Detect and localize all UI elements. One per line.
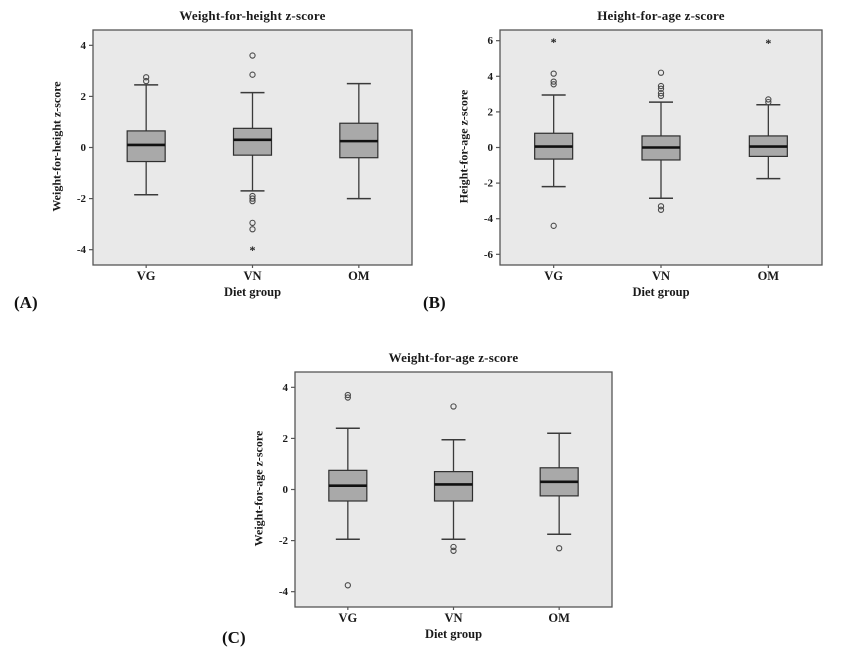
x-axis-label: Diet group [632, 285, 690, 299]
panel-label-a: (A) [14, 293, 38, 312]
outlier-point [657, 85, 665, 92]
outlier-point [450, 543, 457, 551]
outlier-point [657, 82, 665, 90]
chart-title: Weight-for-height z-score [179, 8, 326, 23]
outlier-point [249, 197, 256, 205]
extreme-point: * [551, 35, 557, 49]
outlier-point [249, 219, 256, 227]
category-label: OM [758, 269, 780, 283]
category-label: OM [348, 269, 370, 283]
y-tick-label: 0 [81, 142, 87, 154]
y-axis-label: Height-for-age z-score [456, 89, 471, 203]
outlier-point [657, 206, 665, 213]
outlier-point [249, 226, 256, 233]
outlier-point [657, 90, 665, 97]
outlier-point [344, 391, 351, 399]
y-tick-label: 0 [283, 484, 289, 496]
category-label: VN [652, 269, 670, 283]
outlier-point [550, 78, 557, 85]
y-tick-label: 4 [488, 71, 494, 83]
outlier-point [550, 81, 557, 88]
outlier-point [450, 547, 457, 554]
panel-height-for-age: -6 -4 -2 0 2 4 6 VG * VN OM * Height-for-age z-scor… [421, 0, 842, 330]
outlier-point [657, 69, 665, 76]
y-tick-label: 2 [283, 433, 289, 445]
outlier-point [657, 92, 665, 100]
outlier-point [550, 70, 557, 77]
category-label: OM [548, 611, 570, 625]
category-label: VG [137, 269, 156, 283]
y-tick-label: 0 [488, 142, 494, 154]
boxplot-weight-for-height: -4 -2 0 2 4 VG VN * OM [77, 29, 413, 283]
panel-weight-for-age: -4 -2 0 2 4 VG VN OM Weight-for-age z-score Wei… [210, 330, 631, 671]
outlier-point [143, 74, 150, 81]
category-label: VG [338, 611, 357, 625]
y-tick-label: 4 [81, 40, 87, 52]
outlier-point [344, 394, 351, 401]
box-VN [232, 127, 273, 156]
outlier-point [249, 71, 256, 78]
y-tick-label: 2 [488, 106, 494, 118]
extreme-point: * [765, 36, 771, 50]
y-tick-label: 6 [488, 35, 494, 47]
boxplot-height-for-age: -6 -4 -2 0 2 4 6 VG * VN OM * [484, 29, 823, 283]
y-tick-label: -4 [77, 244, 87, 256]
panel-label-c: (C) [222, 628, 246, 647]
outlier-point [550, 222, 557, 229]
box-VN [433, 471, 474, 502]
chart-title: Weight-for-age z-score [388, 350, 519, 365]
y-tick-label: -4 [279, 586, 289, 598]
y-tick-label: -2 [279, 535, 289, 547]
outlier-point [657, 203, 665, 210]
x-axis-label: Diet group [223, 285, 282, 299]
x-axis-label: Diet group [424, 627, 483, 641]
outlier-point [765, 98, 772, 106]
y-tick-label: 2 [81, 91, 87, 103]
chart-title: Height-for-age z-score [597, 8, 725, 23]
boxplot-weight-for-age: -4 -2 0 2 4 VG VN OM [279, 371, 613, 625]
y-tick-label: -4 [484, 213, 494, 225]
y-tick-label: -6 [484, 249, 494, 261]
panel-weight-for-height: -4 -2 0 2 4 VG VN * OM Weight-for-height z-score… [0, 0, 421, 330]
outlier-point [143, 77, 150, 85]
outlier-point [765, 96, 772, 103]
extreme-point: * [250, 243, 256, 257]
panel-label-b: (B) [423, 293, 446, 312]
outlier-point [556, 545, 563, 552]
y-axis-label: Weight-for-age z-score [251, 430, 266, 546]
outlier-point [249, 52, 256, 59]
category-label: VN [444, 611, 462, 625]
outlier-point [450, 403, 457, 410]
outlier-point [344, 582, 351, 589]
outlier-point [249, 195, 256, 202]
y-tick-label: 4 [283, 382, 289, 394]
y-tick-label: -2 [77, 193, 87, 205]
y-axis-label: Weight-for-height z-score [49, 80, 64, 212]
category-label: VN [243, 269, 261, 283]
y-tick-label: -2 [484, 178, 494, 190]
category-label: VG [544, 269, 563, 283]
